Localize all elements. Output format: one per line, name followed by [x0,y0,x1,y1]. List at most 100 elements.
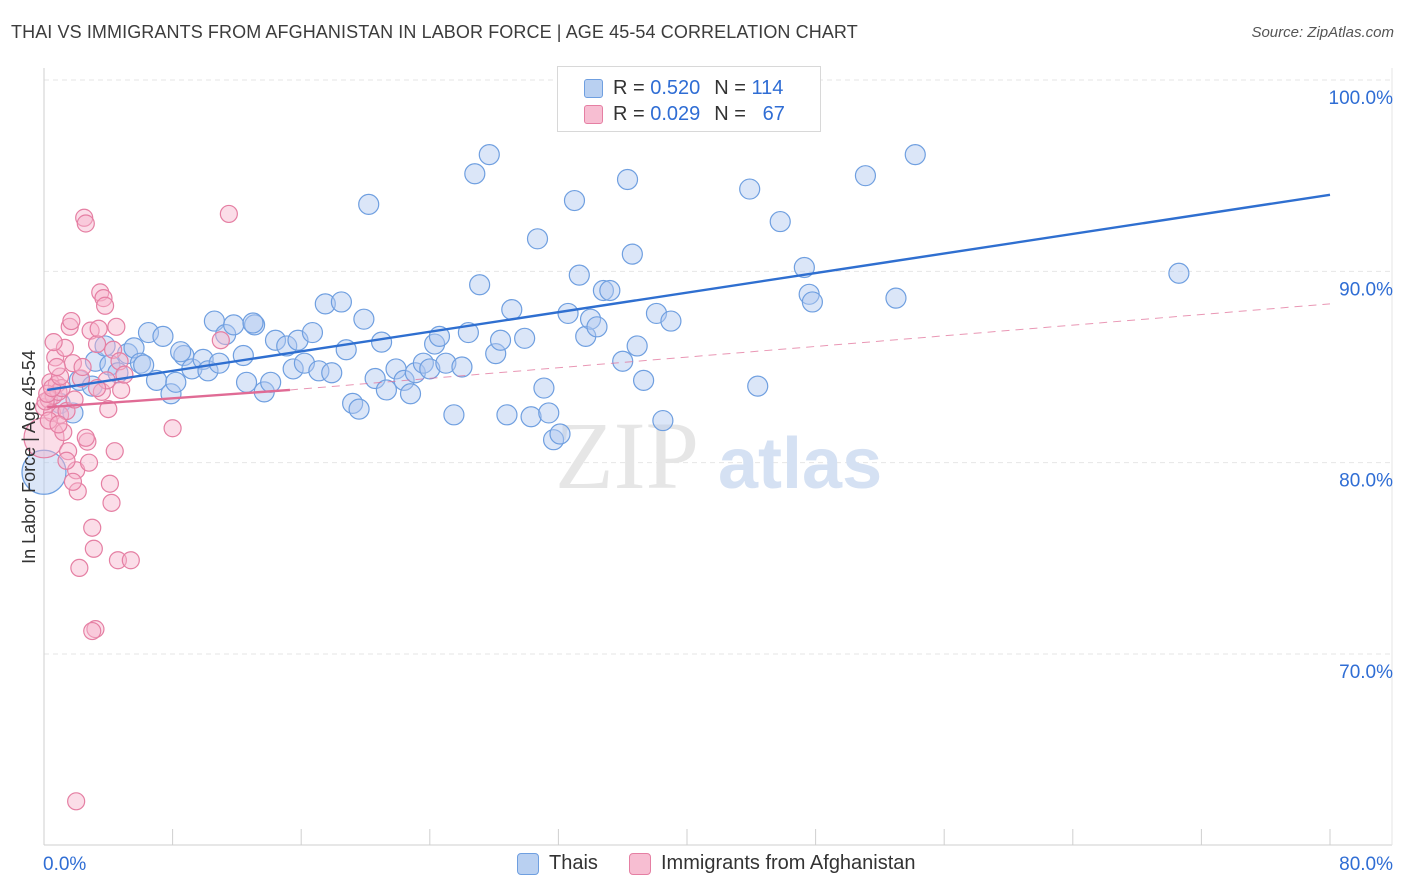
point-afghanistan [76,428,95,447]
series-name-afghanistan: Immigrants from Afghanistan [661,852,916,874]
point-afghanistan [84,539,103,558]
trend-line-thais [47,193,1331,392]
point-thais [314,293,336,315]
chart-title: THAI VS IMMIGRANTS FROM AFGHANISTAN IN L… [11,22,858,42]
series-legend: Thais Immigrants from Afghanistan [0,852,1406,878]
point-thais [99,354,121,376]
point-thais [21,449,67,495]
point-afghanistan [63,472,83,491]
point-thais [769,210,791,233]
point-thais [533,377,555,399]
point-afghanistan [91,283,110,302]
point-afghanistan [57,451,76,470]
point-thais [412,352,434,374]
point-thais [1168,262,1190,284]
point-thais [652,409,674,432]
point-thais [612,350,634,372]
series-swatch-afghanistan [629,852,651,875]
point-thais [451,356,473,378]
point-afghanistan [47,357,66,377]
point-thais [469,274,491,296]
point-thais [165,371,187,393]
watermark: ZIP atlas [555,402,882,509]
legend-n-label: N = [714,102,746,125]
point-afghanistan [89,319,108,338]
point-thais [586,316,608,338]
legend-n-value-afghanistan: 67 [762,102,785,125]
axes [43,68,1393,846]
point-thais [321,362,343,384]
legend-r-value-thais: 0.520 [650,76,701,99]
legend-n-value-thais: 114 [751,76,784,99]
point-thais [133,354,155,376]
point-afghanistan [83,518,102,537]
point-thais [264,329,287,351]
point-thais [616,168,639,191]
point-afghanistan [121,551,140,570]
series-name-thais: Thais [549,852,598,874]
point-thais [342,392,364,414]
point-thais [353,308,375,330]
point-thais [542,429,565,451]
point-thais [885,287,907,309]
x-tick-label: 80.0% [1339,854,1393,875]
point-afghanistan [219,204,238,224]
point-thais [170,341,192,363]
point-thais [485,343,507,365]
point-thais [81,375,103,397]
point-thais [152,325,174,347]
point-afghanistan [115,365,134,384]
point-afghanistan [102,493,121,512]
point-thais [514,327,536,349]
point-afghanistan [71,369,91,388]
series-legend-afghanistan[interactable]: Immigrants from Afghanistan [629,852,916,875]
series-swatch-thais [517,852,539,875]
series-legend-thais[interactable]: Thais [517,852,598,875]
point-afghanistan [104,340,123,359]
watermark-zip: ZIP [555,402,699,509]
y-tick-label: 100.0% [1329,88,1394,109]
point-thais [242,312,264,334]
point-afghanistan [49,415,68,434]
point-afghanistan [44,333,63,352]
point-thais [364,367,386,390]
point-afghanistan [67,792,86,811]
legend-swatch-thais [584,78,603,98]
point-thais [563,189,586,212]
point-thais [538,402,560,424]
point-thais [399,383,422,405]
point-thais [232,344,254,367]
point-thais [739,178,761,200]
point-afghanistan [211,331,230,350]
point-afghanistan [105,442,124,461]
point-thais [235,371,258,393]
point-afghanistan [95,296,115,315]
point-afghanistan [108,551,128,570]
point-afghanistan [70,558,89,578]
point-thais [489,329,512,351]
point-thais [276,335,298,357]
legend-r-label: R = [613,76,645,99]
point-afghanistan [100,474,120,493]
point-thais [520,406,542,428]
point-afghanistan [76,214,95,233]
legend-n-label: N = [714,76,746,99]
point-thais [904,144,926,166]
point-thais [435,352,457,374]
point-afghanistan [39,411,58,430]
point-thais [301,321,324,344]
point-thais [621,243,643,265]
y-tick-label: 90.0% [1339,279,1393,300]
point-afghanistan [79,453,99,472]
point-thais [330,291,352,313]
point-afghanistan [86,620,105,639]
point-afghanistan [163,419,182,438]
point-thais [370,331,393,353]
point-afghanistan [94,289,113,308]
point-thais [568,264,590,286]
point-thais [443,404,465,426]
point-thais [599,279,621,302]
point-thais [358,193,380,215]
point-thais [419,358,441,380]
